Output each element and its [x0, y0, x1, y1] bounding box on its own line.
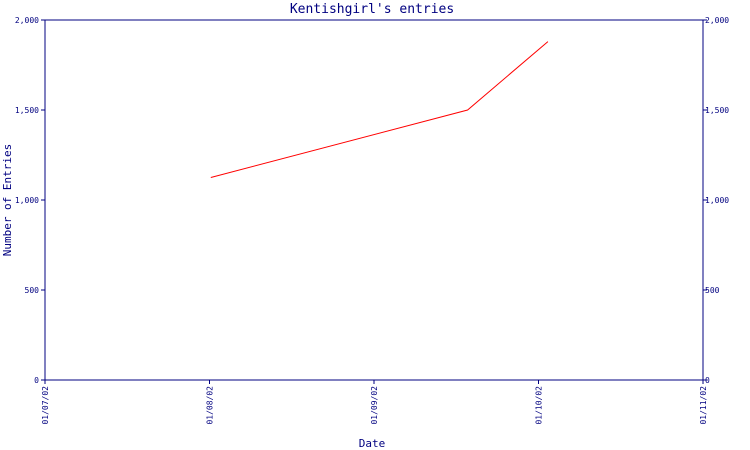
y-axis-label: Number of Entries	[1, 144, 14, 257]
y-tick-label-left: 1,500	[15, 106, 39, 115]
x-axis-label: Date	[359, 437, 386, 450]
x-tick-label: 01/11/02	[699, 386, 708, 425]
y-axis-left: 0 500 1,000 1,500 2,000	[15, 16, 45, 385]
x-tick-label: 01/07/02	[41, 386, 50, 425]
x-tick-label: 01/10/02	[535, 386, 544, 425]
y-tick-label-left: 1,000	[15, 196, 39, 205]
x-tick-label: 01/09/02	[370, 386, 379, 425]
chart-title: Kentishgirl's entries	[290, 2, 454, 17]
y-tick-label-right: 500	[705, 286, 720, 295]
y-tick-label-left: 500	[25, 286, 40, 295]
series-line	[210, 41, 549, 178]
plot-area-frame	[44, 19, 704, 381]
y-tick-label-right: 0	[705, 376, 710, 385]
y-axis-right: 0 500 1,000 1,500 2,000	[703, 16, 729, 385]
y-tick-label-left: 0	[34, 376, 39, 385]
x-axis: 01/07/02 01/08/02 01/09/02 01/10/02 01/11/02	[41, 380, 708, 425]
series-layer	[210, 41, 549, 178]
y-tick-label-left: 2,000	[15, 16, 39, 25]
x-tick-label: 01/08/02	[206, 386, 215, 425]
y-tick-label-right: 2,000	[705, 16, 729, 25]
y-tick-label-right: 1,000	[705, 196, 729, 205]
y-tick-label-right: 1,500	[705, 106, 729, 115]
